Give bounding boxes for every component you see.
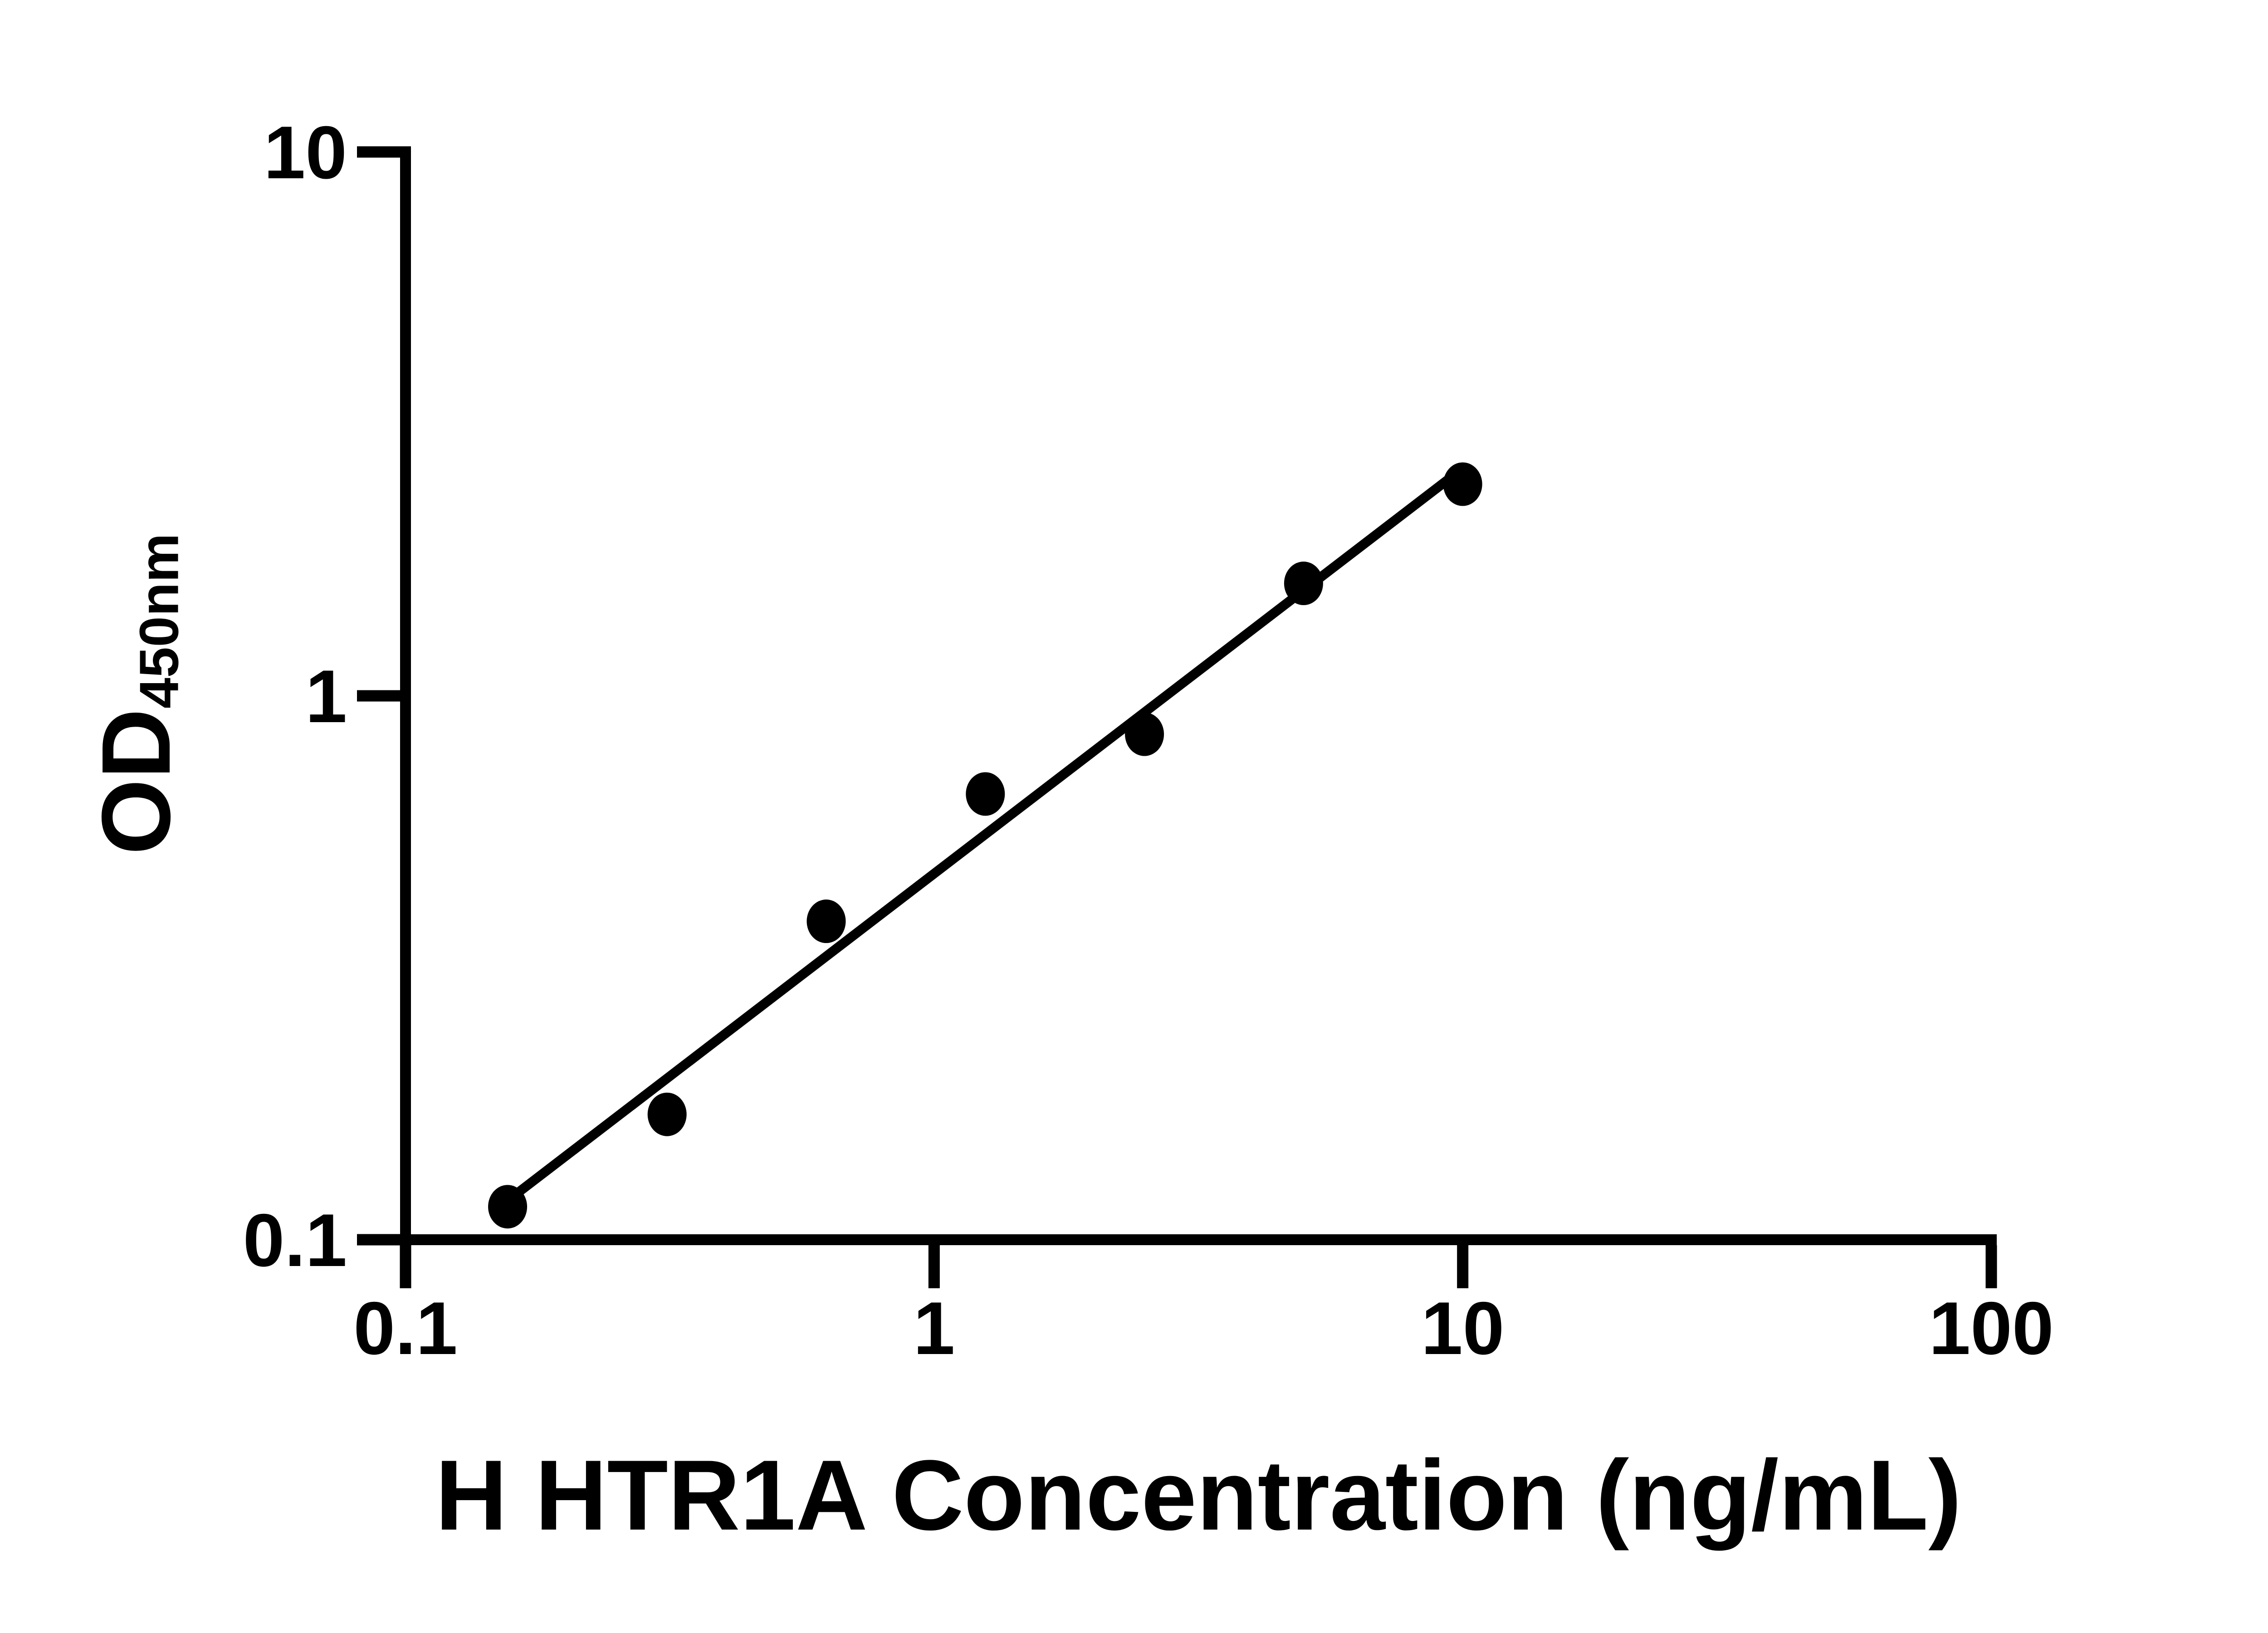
y-tick-label: 0.1 [243,1198,347,1282]
x-axis-title: H HTR1A Concentration (ng/mL) [435,1439,1962,1551]
y-axis-title: OD450nm [80,533,192,855]
data-point [488,1185,528,1229]
data-point [1284,562,1323,606]
x-tick-label: 10 [1421,1286,1505,1370]
x-tick-label: 1 [913,1286,955,1370]
y-tick-label: 1 [305,655,347,738]
data-point [966,772,1005,816]
data-point [807,900,846,944]
x-tick-label: 100 [1929,1286,2053,1370]
y-axis-title-subscript: 450nm [128,533,190,709]
data-point [1125,712,1164,756]
y-axis-title-main: OD [81,709,191,855]
data-point [1443,462,1482,506]
x-tick-label: 0.1 [353,1286,457,1370]
data-point [647,1092,687,1136]
y-tick-label: 10 [264,111,347,194]
